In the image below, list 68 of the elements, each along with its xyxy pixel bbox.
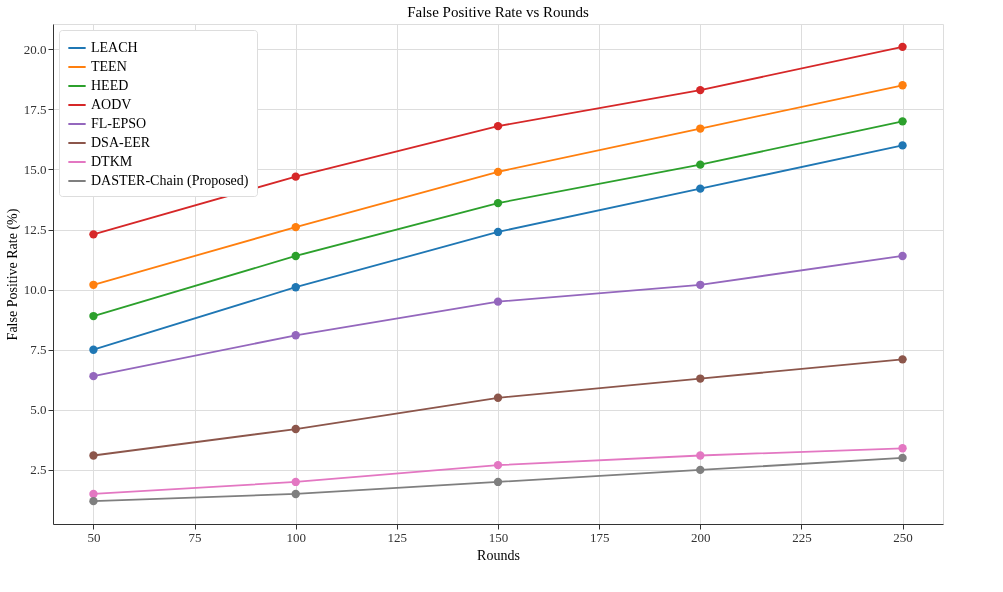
legend-label: TEEN (91, 59, 127, 74)
point (898, 42, 907, 52)
point (696, 451, 705, 460)
point (89, 311, 98, 321)
point (291, 222, 300, 232)
x-tick-label: 200 (691, 529, 711, 545)
point (89, 345, 98, 354)
point (291, 489, 300, 499)
point (696, 465, 705, 475)
point (291, 477, 300, 487)
point (696, 374, 705, 383)
point (898, 141, 907, 150)
point (291, 424, 300, 434)
point (696, 85, 705, 95)
point (898, 251, 907, 261)
point (493, 393, 503, 402)
chart-title: False Positive Rate vs Rounds (407, 4, 589, 20)
point (696, 184, 705, 193)
y-tick-label: 5.0 (30, 402, 47, 418)
x-tick-label: 175 (589, 529, 610, 545)
x-tick-label: 100 (286, 529, 306, 545)
y-tick-label: 7.5 (30, 342, 47, 358)
x-axis-title: Rounds (477, 547, 520, 563)
point (696, 124, 705, 133)
legend-label: AODV (91, 97, 132, 112)
legend-label: FL-EPSO (91, 116, 147, 131)
point (89, 451, 98, 460)
point (898, 453, 907, 463)
legend-label: LEACH (91, 40, 138, 55)
legend-label: HEED (91, 78, 129, 93)
point (493, 227, 503, 237)
point (89, 280, 98, 289)
point (696, 280, 705, 289)
point (291, 331, 300, 340)
point (291, 251, 300, 261)
point (696, 160, 705, 169)
y-tick-label: 20.0 (23, 41, 47, 57)
x-tick-label: 75 (188, 529, 202, 545)
y-tick-label: 10.0 (23, 282, 47, 298)
point (89, 496, 98, 506)
y-tick-label: 12.5 (23, 222, 47, 238)
point (89, 489, 98, 499)
x-tick-label: 50 (87, 529, 101, 545)
point (89, 230, 98, 239)
point (493, 121, 503, 131)
point (493, 297, 503, 306)
x-tick-label: 250 (893, 529, 913, 545)
point (898, 355, 907, 364)
x-tick-label: 125 (387, 529, 408, 545)
x-tick-label: 225 (792, 529, 812, 545)
point (898, 81, 907, 90)
point (291, 283, 300, 292)
point (493, 198, 503, 208)
y-tick-label: 17.5 (23, 101, 47, 117)
legend-label: DASTER-Chain (Proposed) (91, 173, 249, 189)
point (89, 371, 98, 381)
y-tick-label: 2.5 (30, 462, 47, 478)
point (898, 444, 907, 453)
y-axis-title: False Positive Rate (%) (4, 208, 21, 341)
legend-label: DSA-EER (91, 135, 151, 150)
x-tick-label: 150 (488, 529, 509, 545)
y-tick-label: 15.0 (23, 161, 47, 177)
point (493, 167, 503, 177)
legend-label: DTKM (91, 154, 133, 169)
point (493, 477, 503, 487)
point (493, 460, 503, 470)
point (898, 117, 907, 126)
point (291, 172, 300, 181)
